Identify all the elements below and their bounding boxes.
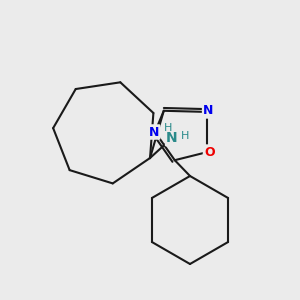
Text: N: N (203, 104, 214, 117)
Text: H: H (164, 123, 172, 133)
Text: O: O (204, 146, 214, 159)
Text: N: N (149, 125, 159, 139)
Text: N: N (166, 131, 178, 145)
Text: H: H (181, 131, 189, 141)
